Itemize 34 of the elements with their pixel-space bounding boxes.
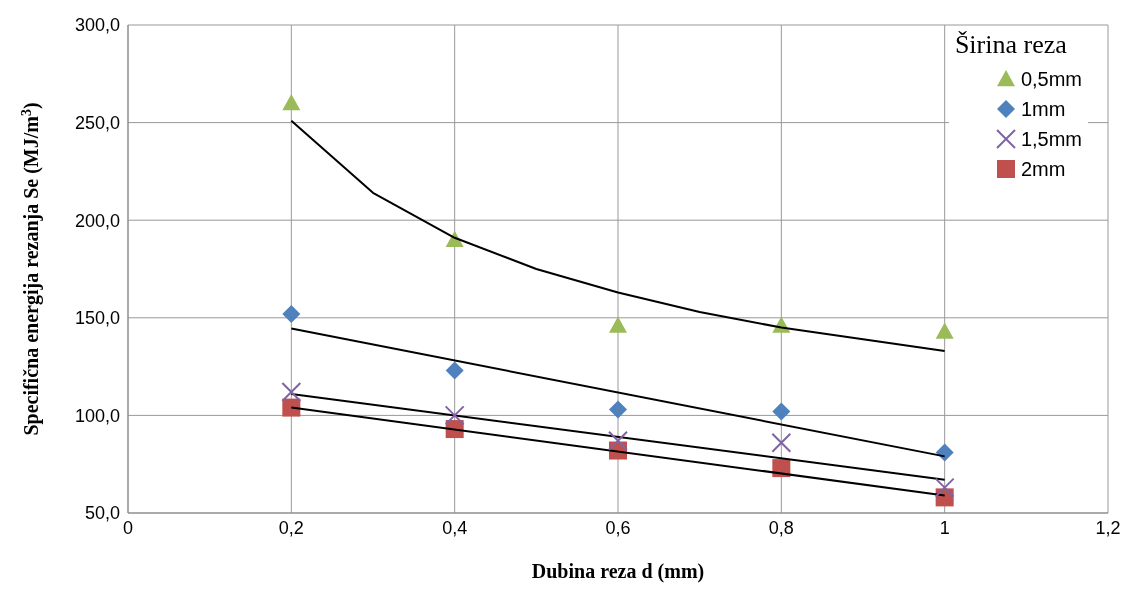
- point: [608, 430, 628, 451]
- x-tick-label: 0,4: [442, 517, 468, 538]
- x-tick-label: 0,2: [278, 517, 304, 538]
- x-tick-label: 0: [122, 517, 134, 538]
- point: [609, 316, 627, 333]
- x-tick-label: 1,2: [1095, 517, 1121, 538]
- point: [444, 405, 465, 426]
- legend-label: 1mm: [1020, 97, 1066, 121]
- legend-title: Širina reza: [954, 30, 1068, 60]
- point: [281, 381, 302, 402]
- line-series: [290, 119, 946, 352]
- point: [934, 477, 955, 498]
- point: [771, 432, 792, 453]
- y-tick-label: 100,0: [74, 405, 120, 426]
- point: [609, 400, 627, 419]
- legend-label: 2mm: [1020, 157, 1066, 181]
- legend-label: 1,5mm: [1020, 127, 1082, 151]
- y-tick-label: 150,0: [74, 308, 120, 329]
- y-tick-label: 250,0: [74, 112, 120, 133]
- point: [282, 398, 301, 417]
- x-tick-label: 0,6: [605, 517, 631, 538]
- x-tick-label: 0,8: [768, 517, 794, 538]
- point: [772, 402, 791, 421]
- x-tick-label: 1: [939, 517, 950, 538]
- point: [445, 361, 464, 380]
- point: [935, 322, 954, 339]
- y-tick-label: 300,0: [74, 15, 120, 36]
- y-tick-label: 200,0: [74, 210, 120, 231]
- point: [935, 443, 954, 462]
- y-tick-label: 50,0: [84, 503, 120, 524]
- legend-label: 0,5mm: [1020, 67, 1082, 91]
- point: [282, 94, 301, 111]
- point: [282, 304, 301, 323]
- x-axis-title: Dubina reza d (mm): [531, 560, 705, 583]
